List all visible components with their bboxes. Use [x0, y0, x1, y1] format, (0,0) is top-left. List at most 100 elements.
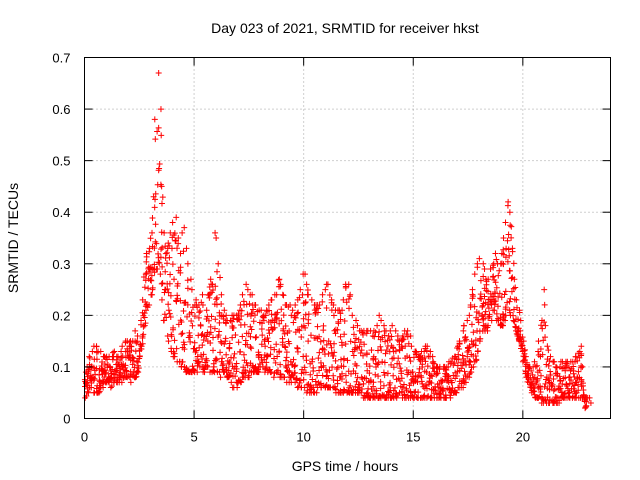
data-point [252, 334, 259, 341]
data-point [399, 384, 406, 391]
data-point [148, 291, 155, 298]
grid-layer [84, 57, 611, 419]
data-point [181, 341, 188, 348]
data-point [271, 355, 278, 362]
data-point [493, 284, 500, 291]
data-point [490, 264, 497, 271]
data-point [230, 315, 237, 322]
data-point [150, 266, 157, 273]
data-point [226, 344, 233, 351]
data-point [451, 360, 458, 367]
data-point [470, 329, 477, 336]
data-point [545, 362, 552, 369]
data-point [276, 320, 283, 327]
data-point [277, 283, 284, 290]
data-point [343, 299, 350, 306]
data-point [158, 200, 165, 207]
data-point [352, 335, 359, 342]
data-point [271, 319, 278, 326]
data-point [575, 387, 582, 394]
data-point [281, 343, 288, 350]
data-point [360, 331, 367, 338]
data-point [416, 369, 423, 376]
data-point [208, 289, 215, 296]
data-point [155, 69, 162, 76]
data-point [402, 343, 409, 350]
data-point [149, 215, 156, 222]
data-point [93, 356, 100, 363]
data-point [497, 315, 504, 322]
data-point [506, 298, 513, 305]
data-point [375, 373, 382, 380]
data-point [500, 261, 507, 268]
data-point [342, 372, 349, 379]
data-point [316, 302, 323, 309]
data-point [392, 393, 399, 400]
data-point [108, 383, 115, 390]
data-point [213, 294, 220, 301]
data-point [352, 370, 359, 377]
data-point [428, 394, 435, 401]
data-point [167, 314, 174, 321]
data-point [404, 327, 411, 334]
data-point [162, 268, 169, 275]
data-point [292, 369, 299, 376]
data-point [259, 332, 266, 339]
data-point [203, 357, 210, 364]
data-point [330, 353, 337, 360]
data-point [215, 260, 222, 267]
data-point [467, 368, 474, 375]
data-point [171, 350, 178, 357]
data-point [466, 374, 473, 381]
data-point [188, 286, 195, 293]
data-point [241, 321, 248, 328]
data-point [143, 253, 150, 260]
data-point [199, 342, 206, 349]
data-point [305, 291, 312, 298]
data-point [148, 272, 155, 279]
data-point [285, 303, 292, 310]
data-point [468, 338, 475, 345]
data-point [347, 338, 354, 345]
data-point [538, 372, 545, 379]
data-point [243, 281, 250, 288]
data-point [574, 357, 581, 364]
data-point [390, 372, 397, 379]
data-point [500, 235, 507, 241]
chart-title: Day 023 of 2021, SRMTID for receiver hks… [211, 20, 479, 36]
data-point [466, 357, 473, 364]
data-point [280, 374, 287, 381]
data-point [405, 340, 412, 347]
data-point [90, 377, 97, 384]
data-point [207, 276, 214, 283]
data-point [578, 362, 585, 369]
data-point [381, 372, 388, 379]
data-point [195, 314, 202, 321]
data-point [557, 377, 564, 384]
data-point [93, 349, 100, 356]
data-point [143, 270, 150, 277]
data-point [390, 364, 397, 371]
data-point [380, 369, 387, 376]
data-point [370, 327, 377, 334]
data-point [542, 334, 549, 341]
data-point [272, 359, 279, 366]
data-point [143, 258, 150, 265]
data-point [534, 362, 541, 369]
data-point [250, 318, 257, 325]
data-point [534, 375, 541, 382]
data-point [296, 379, 303, 386]
data-point [575, 381, 582, 388]
data-point [139, 335, 146, 342]
data-point [337, 316, 344, 323]
data-point [311, 307, 318, 314]
data-point [498, 260, 505, 267]
data-point [423, 385, 430, 392]
data-point [191, 367, 198, 374]
data-point [471, 271, 478, 278]
data-point [330, 302, 337, 309]
data-point [170, 324, 177, 331]
data-point [204, 363, 211, 370]
data-point [232, 373, 239, 380]
data-point [151, 261, 158, 268]
